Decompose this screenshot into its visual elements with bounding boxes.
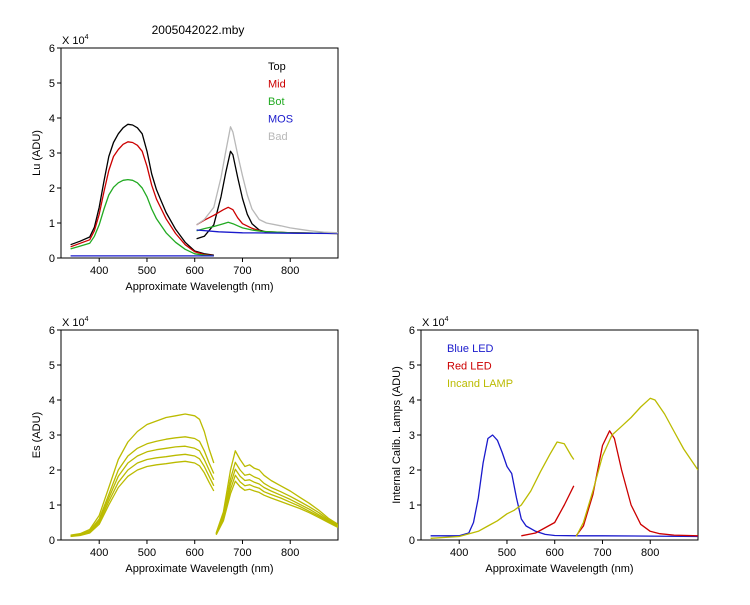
x-tick-label: 800 xyxy=(641,547,659,559)
series-line xyxy=(430,434,698,538)
legend-entry: Bot xyxy=(268,96,285,108)
x-tick-label: 600 xyxy=(186,547,204,559)
y-tick-label: 3 xyxy=(49,430,55,442)
y-axis-label: Internal Calib. Lamps (ADU) xyxy=(391,366,403,504)
y-tick-label: 4 xyxy=(49,395,55,407)
series-line xyxy=(215,468,338,535)
x-tick-label: 600 xyxy=(546,547,564,559)
y-tick-label: 6 xyxy=(49,325,55,337)
legend-entry: Blue LED xyxy=(447,343,494,355)
y-multiplier: X 104 xyxy=(62,34,89,47)
legend-entry: Red LED xyxy=(447,361,492,373)
y-tick-label: 5 xyxy=(49,78,55,90)
legend-entry: Bad xyxy=(268,131,288,143)
x-tick-label: 800 xyxy=(281,547,299,559)
legend-entry: Top xyxy=(268,61,286,73)
y-axis-label: Lu (ADU) xyxy=(31,130,43,176)
x-tick-label: 500 xyxy=(138,265,156,277)
plot-area xyxy=(60,47,339,259)
series-line xyxy=(196,221,338,235)
calib-lamps-chart: 0 1 2 3 4 5 6 400 500 600 700 800 X 104 Approximate W… xyxy=(391,316,699,575)
y-tick-label: 2 xyxy=(409,465,415,477)
legend-entry: Mid xyxy=(268,79,286,91)
series-line xyxy=(215,480,338,536)
series-line xyxy=(70,413,215,536)
x-axis-label: Approximate Wavelength (nm) xyxy=(485,563,633,575)
series-line xyxy=(575,430,698,537)
y-tick-label: 1 xyxy=(49,500,55,512)
x-tick-label: 700 xyxy=(233,547,251,559)
y-tick-label: 6 xyxy=(409,325,415,337)
x-tick-label: 600 xyxy=(186,265,204,277)
y-tick-label: 1 xyxy=(409,500,415,512)
y-tick-label: 4 xyxy=(49,113,55,125)
y-multiplier: X 104 xyxy=(422,316,449,329)
x-tick-label: 500 xyxy=(498,547,516,559)
legend-entry: MOS xyxy=(268,114,293,126)
series-line xyxy=(215,450,338,534)
x-axis-label: Approximate Wavelength (nm) xyxy=(125,281,273,293)
y-tick-label: 4 xyxy=(409,395,415,407)
x-tick-label: 800 xyxy=(281,265,299,277)
y-multiplier: X 104 xyxy=(62,316,89,329)
legend-entry: Incand LAMP xyxy=(447,378,513,390)
series-line xyxy=(521,485,575,537)
x-tick-label: 400 xyxy=(90,547,108,559)
y-tick-label: 5 xyxy=(409,360,415,372)
series-line xyxy=(70,178,214,257)
series-line xyxy=(70,141,214,257)
x-tick-label: 700 xyxy=(593,547,611,559)
y-tick-label: 3 xyxy=(409,430,415,442)
plot-area xyxy=(60,329,339,541)
series-line xyxy=(196,229,338,235)
series-line xyxy=(70,453,215,537)
series-line xyxy=(430,441,575,539)
series-line xyxy=(70,123,214,256)
series-line xyxy=(196,126,338,234)
series-line xyxy=(215,474,338,535)
plot-area xyxy=(420,329,699,541)
y-axis-label: Es (ADU) xyxy=(31,412,43,458)
es-chart: 0 1 2 3 4 5 6 400 500 600 700 800 X 104 Approximate W… xyxy=(31,316,339,575)
series-line xyxy=(70,445,215,537)
y-tick-label: 3 xyxy=(49,148,55,160)
y-tick-label: 1 xyxy=(49,218,55,230)
y-tick-label: 6 xyxy=(49,43,55,55)
x-tick-label: 400 xyxy=(450,547,468,559)
x-axis-label: Approximate Wavelength (nm) xyxy=(125,563,273,575)
y-tick-label: 0 xyxy=(409,535,415,547)
lu-chart: 0 1 2 3 4 5 6 400 500 600 700 800 X 104 Approximate W… xyxy=(31,34,339,293)
figure-title: 2005042022.mby xyxy=(152,23,245,37)
y-tick-label: 0 xyxy=(49,535,55,547)
series-line xyxy=(70,460,215,538)
y-tick-label: 5 xyxy=(49,360,55,372)
x-tick-label: 400 xyxy=(90,265,108,277)
series-line xyxy=(575,397,698,537)
y-tick-label: 2 xyxy=(49,183,55,195)
series-line xyxy=(70,436,215,537)
x-tick-label: 500 xyxy=(138,547,156,559)
y-tick-label: 2 xyxy=(49,465,55,477)
x-tick-label: 700 xyxy=(233,265,251,277)
y-tick-label: 0 xyxy=(49,253,55,265)
series-line xyxy=(215,461,338,534)
